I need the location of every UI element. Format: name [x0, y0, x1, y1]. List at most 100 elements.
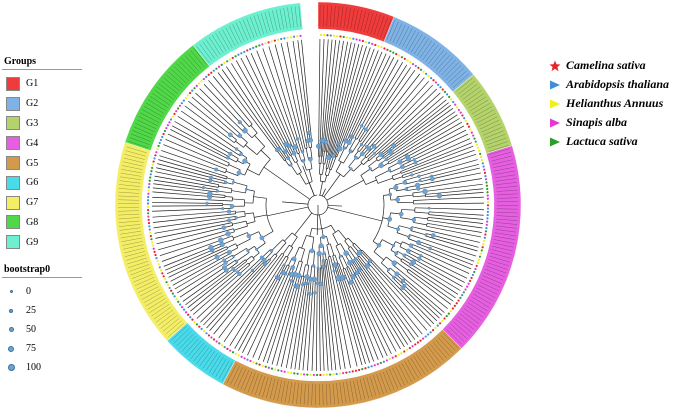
leaf-label-texture: [119, 180, 141, 184]
leaf-label-texture: [488, 144, 509, 152]
leaf-label-texture: [496, 218, 518, 221]
leaf-label-texture: [145, 102, 165, 114]
branch-line: [163, 247, 212, 267]
branch-line: [410, 263, 459, 295]
groups-legend-divider: [2, 69, 82, 70]
branch-line: [331, 271, 351, 368]
branch-arc: [252, 191, 255, 204]
leaf-species-marker: [486, 213, 489, 217]
leaf-species-marker: [165, 281, 168, 284]
branch-line: [404, 253, 415, 260]
leaf-species-marker: [453, 304, 456, 307]
branch-line: [263, 166, 311, 200]
branch-line: [305, 138, 308, 149]
branch-line: [283, 257, 289, 266]
leaf-label-texture: [196, 45, 210, 63]
branch-line: [396, 232, 409, 238]
bootstrap-node: [348, 149, 353, 154]
leaf-species-marker: [180, 102, 183, 105]
leaf-label-texture: [476, 287, 496, 298]
group-legend-item: G3: [2, 114, 82, 134]
leaf-label-texture: [427, 346, 441, 364]
leaf-label-texture: [132, 130, 153, 139]
branch-line: [324, 168, 328, 176]
branch-line: [244, 114, 253, 125]
leaf-label-texture: [136, 280, 156, 290]
branch-arc: [346, 266, 349, 268]
leaf-species-marker: [370, 365, 373, 368]
leaf-label-texture: [329, 383, 332, 405]
leaf-species-marker: [205, 332, 208, 335]
leaf-species-marker: [383, 47, 386, 50]
branch-line: [389, 155, 403, 165]
leaf-species-marker: [486, 210, 489, 213]
leaf-label-texture: [399, 26, 410, 46]
leaf-species-marker: [147, 212, 150, 215]
branch-line: [230, 124, 242, 135]
bootstrap-node: [290, 265, 296, 270]
branch-line: [393, 102, 449, 146]
branch-line: [227, 137, 235, 143]
leaf-label-texture: [181, 335, 197, 352]
leaf-species-marker: [342, 372, 345, 375]
species-label: Lactuca sativa: [566, 134, 638, 148]
bootstrap-node: [391, 243, 396, 248]
branch-line: [182, 270, 227, 302]
leaf-species-marker: [414, 64, 417, 68]
branch-line: [401, 170, 409, 174]
leaf-label-texture: [118, 188, 140, 191]
clade-ring: [114, 1, 522, 409]
bootstrap-dot-icon: [8, 327, 14, 332]
leaf-label-texture: [193, 344, 207, 362]
leaf-species-marker: [374, 43, 377, 47]
branch-line: [369, 260, 432, 327]
leaf-species-marker: [445, 314, 448, 318]
bootstrap-label: 75: [26, 343, 36, 354]
leaf-label-texture: [323, 5, 325, 27]
branch-line: [159, 155, 217, 174]
leaf-species-marker: [319, 33, 323, 37]
leaf-species-marker: [335, 372, 338, 376]
leaf-species-marker: [480, 159, 484, 162]
species-legend-item: Sinapis alba: [548, 113, 685, 132]
bootstrap-node: [391, 275, 396, 280]
leaf-label-texture: [407, 359, 419, 379]
branch-line: [290, 154, 296, 163]
bootstrap-node: [274, 275, 278, 279]
bootstrap-node: [349, 167, 353, 171]
leaf-species-marker: [195, 84, 198, 87]
leaf-species-marker: [189, 316, 192, 319]
leaf-species-marker: [252, 46, 255, 49]
leaf-label-texture: [147, 99, 167, 111]
bootstrap-node: [346, 140, 352, 145]
branch-line: [248, 258, 255, 265]
leaf-label-texture: [413, 36, 426, 55]
leaf-species-marker: [166, 124, 169, 127]
leaf-species-marker: [226, 347, 229, 350]
branch-line: [236, 252, 250, 262]
leaf-species-marker: [188, 91, 192, 95]
leaf-species-marker: [200, 327, 203, 331]
bootstrap-dot-icon: [7, 364, 15, 371]
leaf-species-marker: [182, 99, 185, 102]
branch-arc: [305, 264, 309, 266]
branch-line: [387, 153, 402, 163]
branch-line: [356, 272, 401, 350]
branch-line: [322, 283, 329, 371]
branch-line: [244, 212, 254, 215]
branch-line: [223, 160, 230, 164]
branch-line: [404, 285, 440, 319]
leaf-species-marker: [267, 41, 270, 44]
leaf-label-texture: [471, 296, 490, 308]
branch-line: [268, 46, 298, 140]
leaf-species-marker: [163, 278, 167, 281]
leaf-label-texture: [359, 378, 366, 400]
leaf-label-texture: [456, 77, 473, 92]
leaf-label-texture: [171, 68, 187, 84]
branch-line: [338, 256, 345, 269]
leaf-species-marker: [477, 258, 481, 261]
branch-line: [153, 183, 204, 191]
leaf-label-texture: [493, 239, 515, 244]
leaf-label-texture: [155, 309, 174, 323]
branch-line: [217, 190, 232, 194]
